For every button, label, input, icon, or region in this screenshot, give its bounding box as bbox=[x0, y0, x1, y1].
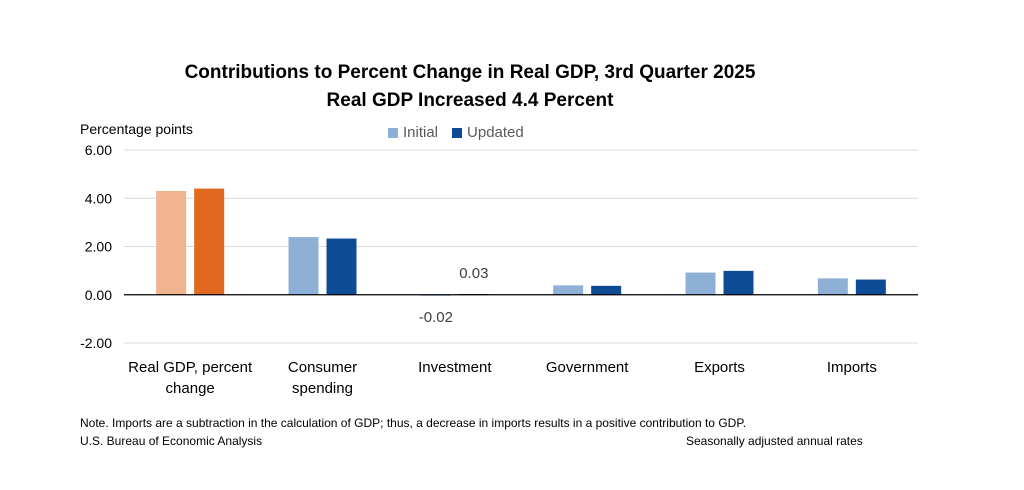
y-tick-label: 6.00 bbox=[85, 142, 112, 158]
x-tick-label: Investment bbox=[418, 359, 492, 376]
y-tick-label: -2.00 bbox=[80, 335, 112, 351]
bar-initial-3 bbox=[553, 285, 584, 295]
legend-item-updated: Updated bbox=[452, 124, 524, 141]
x-tick-label: Consumer bbox=[288, 359, 357, 376]
data-label: -0.02 bbox=[419, 309, 453, 326]
x-tick-label: Real GDP, percent bbox=[128, 359, 253, 376]
legend-label-initial: Initial bbox=[403, 124, 439, 141]
legend: Initial Updated bbox=[388, 124, 524, 141]
bar-initial-5 bbox=[817, 278, 848, 295]
x-tick-label: Imports bbox=[827, 359, 877, 376]
x-tick-label: Government bbox=[546, 359, 629, 376]
legend-label-updated: Updated bbox=[467, 124, 524, 141]
source-label: U.S. Bureau of Economic Analysis bbox=[80, 434, 263, 448]
y-tick-label: 0.00 bbox=[85, 287, 112, 303]
y-tick-label: 2.00 bbox=[85, 239, 112, 255]
bar-updated-4 bbox=[723, 270, 754, 295]
bar-updated-0 bbox=[194, 188, 225, 295]
bar-updated-3 bbox=[591, 285, 622, 295]
chart-note: Note. Imports are a subtraction in the c… bbox=[80, 416, 747, 430]
rates-label: Seasonally adjusted annual rates bbox=[686, 434, 863, 448]
chart-title: Contributions to Percent Change in Real … bbox=[184, 62, 756, 83]
data-label: 0.03 bbox=[459, 265, 488, 282]
chart-subtitle: Real GDP Increased 4.4 Percent bbox=[326, 90, 614, 111]
bar-initial-0 bbox=[156, 191, 187, 295]
x-tick-label: Exports bbox=[694, 359, 745, 376]
legend-swatch-initial bbox=[388, 127, 398, 138]
x-tick-label: spending bbox=[292, 380, 353, 397]
legend-item-initial: Initial bbox=[388, 124, 438, 141]
bar-initial-1 bbox=[288, 237, 319, 295]
y-axis-label: Percentage points bbox=[80, 121, 193, 137]
x-tick-label: change bbox=[166, 380, 215, 397]
bar-initial-4 bbox=[685, 272, 716, 295]
y-tick-label: 4.00 bbox=[85, 190, 112, 206]
bar-updated-5 bbox=[855, 279, 886, 295]
legend-swatch-updated bbox=[452, 127, 463, 138]
bar-updated-1 bbox=[326, 238, 357, 295]
